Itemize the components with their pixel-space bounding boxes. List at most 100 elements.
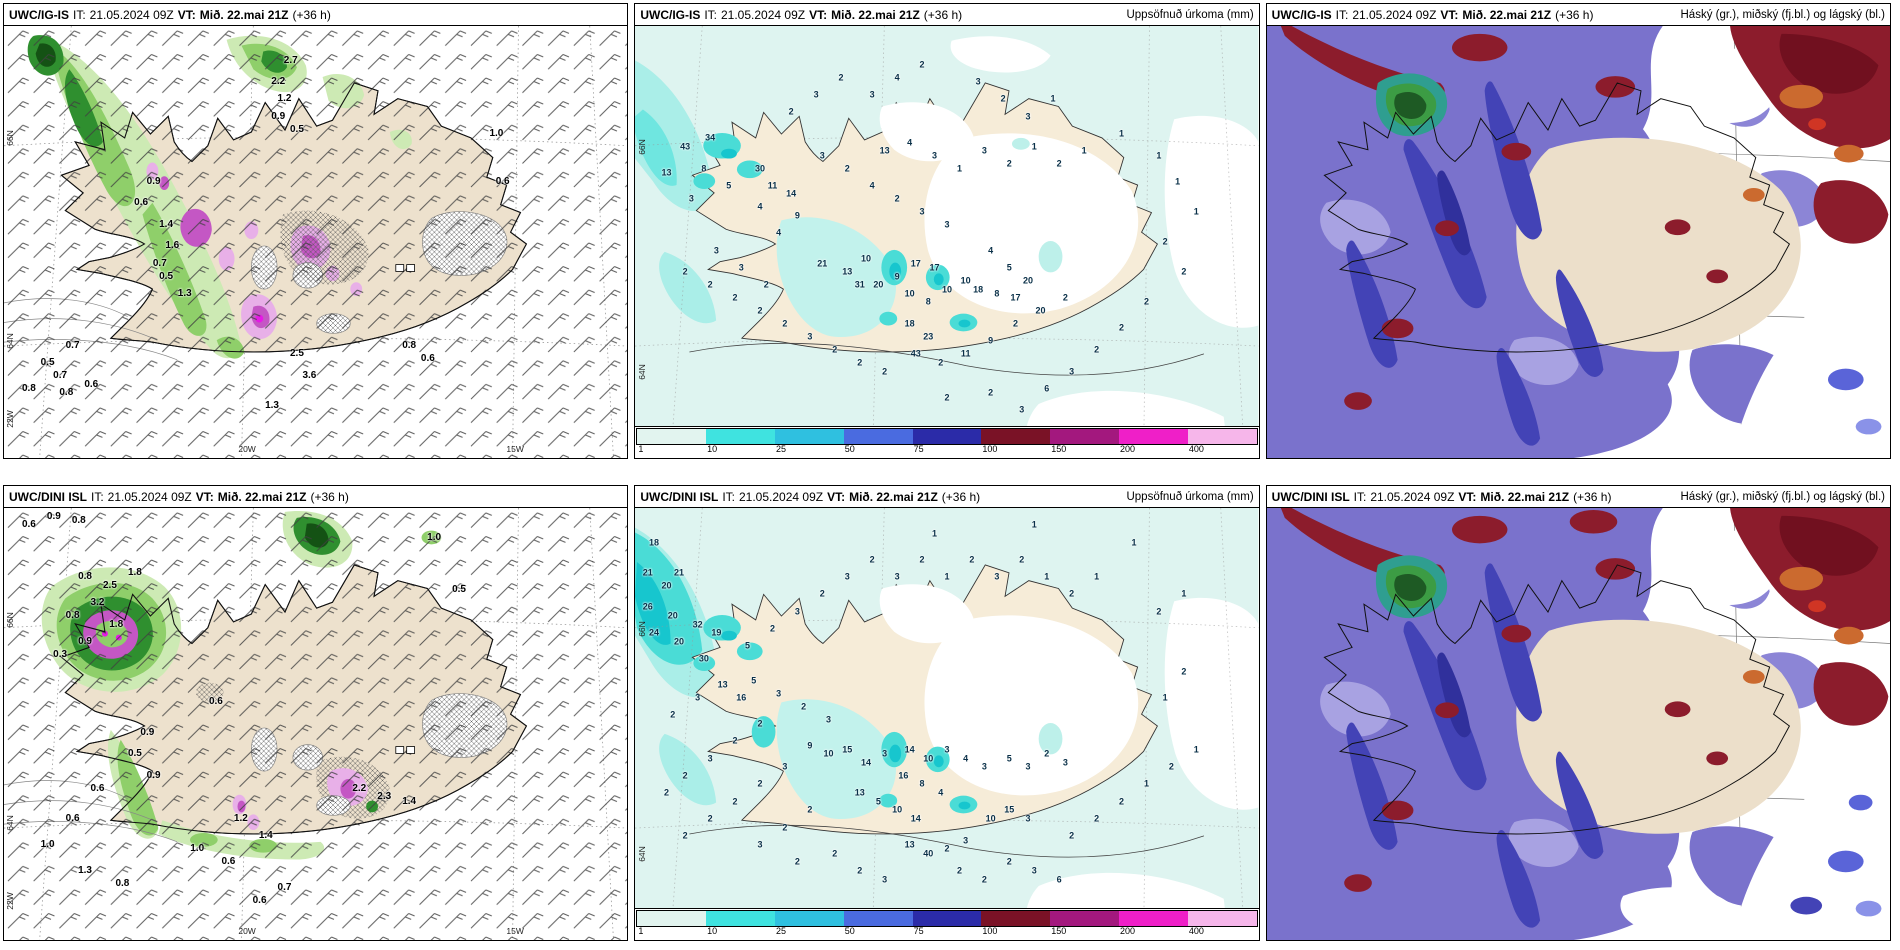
panel-cloud-ig-is: UWC/IG-IS IT: 21.05.2024 09Z VT: Mið. 22.mai…: [1265, 3, 1891, 459]
colorbar-tick-label: 1: [638, 444, 644, 454]
init-time-label: IT:: [704, 7, 717, 22]
init-time-label: IT:: [722, 489, 735, 504]
colorbar-segment: 75: [912, 429, 982, 454]
model-name: UWC/IG-IS: [1271, 7, 1332, 22]
panel-header: UWC/DINI ISL IT: 21.05.2024 09Z VT: Mið. 22.…: [1266, 486, 1890, 508]
colorbar-bar: 1 10 25 50 75 100 150 200 400: [636, 428, 1258, 454]
colorbar-segment: 200: [1119, 429, 1188, 454]
colorbar-segment: 200: [1119, 911, 1188, 936]
colorbar-tick-label: 400: [1188, 926, 1204, 936]
init-time-label: IT:: [1335, 7, 1349, 22]
field-label: Uppsöfnuð úrkoma (mm): [1126, 490, 1254, 503]
model-name: UWC/DINI ISL: [1271, 489, 1350, 504]
panel-header: UWC/IG-IS IT: 21.05.2024 09Z VT: Mið. 22.mai…: [1266, 4, 1890, 26]
wind-map-top: 2.7 2.2 1.2 0.9 0.5 1.0 0.6 0.9 0.6 1.4 1.6 0.7 0.5 1…: [4, 26, 628, 458]
colorbar-segment: 150: [1050, 429, 1120, 454]
colorbar-segment: 100: [981, 429, 1051, 454]
colorbar-segment: 50: [843, 429, 913, 454]
field-label: Háský (gr.), miðský (fj.bl.) og lágský (…: [1680, 490, 1885, 503]
valid-time-label: VT:: [827, 489, 846, 504]
init-time-label: IT:: [91, 489, 104, 504]
init-time: 21.05.2024 09Z: [107, 489, 192, 504]
lead-time: (+36 h): [310, 489, 349, 504]
panel-cloud-dini: UWC/DINI ISL IT: 21.05.2024 09Z VT: Mið. 22.…: [1265, 485, 1891, 941]
init-time-label: IT:: [1353, 489, 1367, 504]
valid-time-label: VT:: [177, 7, 196, 22]
precip-map-svg: [635, 26, 1259, 458]
precip-colorbar: 1 10 25 50 75 100 150 200 400: [635, 426, 1259, 458]
colorbar-tick-label: 10: [707, 926, 718, 936]
cloud-map-svg: [1266, 26, 1890, 458]
field-label: Háský (gr.), miðský (fj.bl.) og lágský (…: [1680, 8, 1885, 21]
colorbar-segment: 400: [1187, 429, 1257, 454]
valid-time: Mið. 22.mai 21Z: [217, 489, 307, 504]
colorbar-tick-label: 75: [913, 444, 924, 454]
colorbar-segment: 75: [912, 911, 982, 936]
wind-map-bottom: 0.6 0.9 0.8 0.8 2.5 1.8 3.2 0.8 1.8 0.9 0.3 1.0 0.5 0…: [4, 508, 628, 940]
colorbar-tick-label: 25: [775, 926, 786, 936]
colorbar-segment: 1: [637, 911, 707, 936]
lead-time: (+36 h): [923, 7, 963, 22]
precip-colorbar: 1 10 25 50 75 100 150 200 400: [635, 908, 1259, 940]
colorbar-tick-label: 1: [638, 926, 644, 936]
colorbar-tick-label: 50: [844, 444, 855, 454]
cloud-map-bottom: [1266, 508, 1890, 940]
valid-time: Mið. 22.mai 21Z: [199, 7, 289, 22]
wind-map-svg: [4, 26, 628, 458]
lead-time: (+36 h): [292, 7, 331, 22]
init-time: 21.05.2024 09Z: [721, 7, 806, 22]
colorbar-segment: 400: [1187, 911, 1257, 936]
valid-time-label: VT:: [809, 7, 828, 22]
init-time: 21.05.2024 09Z: [1352, 7, 1437, 22]
valid-time: Mið. 22.mai 21Z: [1480, 489, 1570, 504]
model-name: UWC/DINI ISL: [9, 489, 87, 504]
model-name: UWC/DINI ISL: [640, 489, 719, 504]
precip-map-bottom: 18 21 20 21 26 20 24 20 32 19 30 13 16 5 3 2 3 9 10 15 14 3 14…: [635, 508, 1259, 940]
valid-time: Mið. 22.mai 21Z: [831, 7, 920, 22]
run-info: UWC/DINI ISL IT: 21.05.2024 09Z VT: Mið. 22.…: [9, 490, 353, 504]
colorbar-segment: 10: [706, 911, 775, 936]
panel-header: UWC/DINI ISL IT: 21.05.2024 09Z VT: Mið. 22.…: [4, 486, 628, 508]
colorbar-tick-label: 200: [1120, 926, 1136, 936]
colorbar-segment: 10: [706, 429, 775, 454]
run-info: UWC/IG-IS IT: 21.05.2024 09Z VT: Mið. 22.mai…: [640, 8, 966, 22]
panel-wind-dini: UWC/DINI ISL IT: 21.05.2024 09Z VT: Mið. 22.…: [3, 485, 629, 941]
lead-time: (+36 h): [1573, 489, 1612, 504]
init-time: 21.05.2024 09Z: [739, 489, 824, 504]
cloud-map-svg: [1266, 508, 1890, 940]
lead-time: (+36 h): [1555, 7, 1594, 22]
valid-time: Mið. 22.mai 21Z: [1462, 7, 1552, 22]
wind-map-svg: [4, 508, 628, 940]
lead-time: (+36 h): [941, 489, 981, 504]
init-time: 21.05.2024 09Z: [1370, 489, 1455, 504]
run-info: UWC/IG-IS IT: 21.05.2024 09Z VT: Mið. 22.mai…: [9, 8, 335, 22]
cloud-map-top: [1266, 26, 1890, 458]
run-info: UWC/DINI ISL IT: 21.05.2024 09Z VT: Mið. 22.…: [1272, 490, 1616, 504]
init-time-label: IT:: [73, 7, 86, 22]
colorbar-segment: 25: [774, 911, 844, 936]
run-info: UWC/IG-IS IT: 21.05.2024 09Z VT: Mið. 22.mai…: [1272, 8, 1598, 22]
model-name: UWC/IG-IS: [640, 7, 701, 22]
panel-header: UWC/IG-IS IT: 21.05.2024 09Z VT: Mið. 22.mai…: [4, 4, 628, 26]
field-label: Uppsöfnuð úrkoma (mm): [1126, 8, 1254, 21]
valid-time-label: VT:: [1440, 7, 1459, 22]
colorbar-tick-label: 10: [707, 444, 718, 454]
colorbar-segment: 1: [637, 429, 707, 454]
colorbar-segment: 150: [1050, 911, 1120, 936]
valid-time-label: VT:: [1458, 489, 1477, 504]
panel-header: UWC/IG-IS IT: 21.05.2024 09Z VT: Mið. 22.mai…: [635, 4, 1259, 26]
colorbar-segment: 25: [774, 429, 844, 454]
precip-map-top: 43 34 13 8 3 5 30 11 14 4 9 4 21 13 10 31 20 9 17 17 10 8 10 10…: [635, 26, 1259, 458]
colorbar-tick-label: 150: [1051, 926, 1067, 936]
colorbar-tick-label: 150: [1051, 444, 1067, 454]
panel-wind-ig-is: UWC/IG-IS IT: 21.05.2024 09Z VT: Mið. 22.mai…: [3, 3, 629, 459]
colorbar-tick-label: 50: [844, 926, 855, 936]
valid-time: Mið. 22.mai 21Z: [849, 489, 938, 504]
valid-time-label: VT:: [195, 489, 214, 504]
panel-header: UWC/DINI ISL IT: 21.05.2024 09Z VT: Mið. 22.…: [635, 486, 1259, 508]
colorbar-segment: 50: [843, 911, 913, 936]
precip-map-svg: [635, 508, 1259, 940]
init-time: 21.05.2024 09Z: [89, 7, 174, 22]
panel-precip-dini: UWC/DINI ISL IT: 21.05.2024 09Z VT: Mið. 22.…: [634, 485, 1260, 941]
